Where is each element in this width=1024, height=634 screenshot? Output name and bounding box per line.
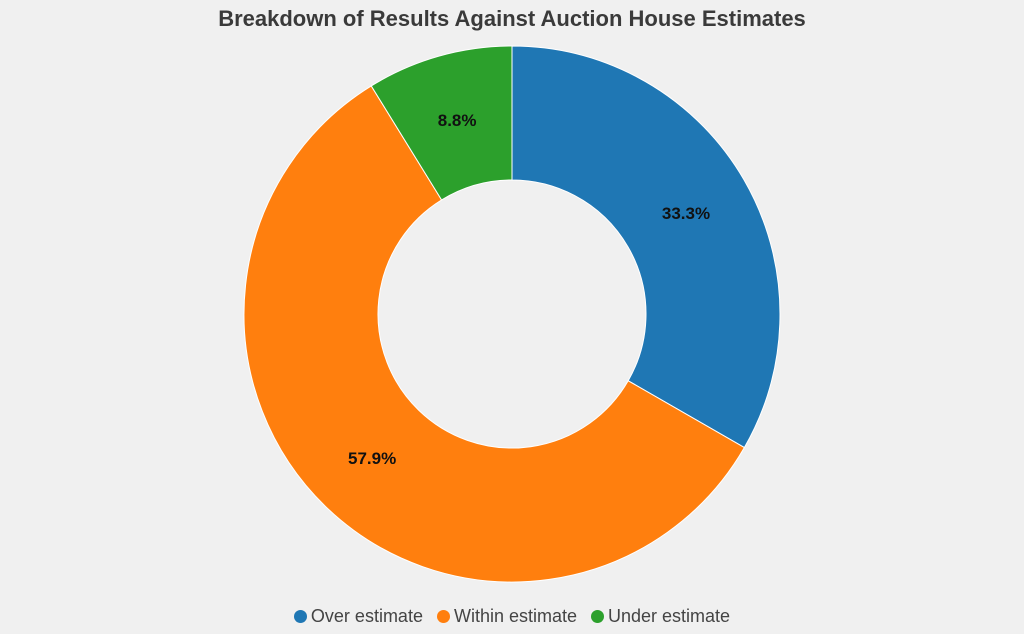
slice-over[interactable] <box>511 45 781 449</box>
legend-swatch-under <box>591 610 605 623</box>
slice-within[interactable] <box>243 85 746 583</box>
slice-label-within: 57.9% <box>348 449 396 468</box>
legend-item-within[interactable]: Within estimate <box>436 606 578 627</box>
slice-label-under: 8.8% <box>438 111 477 130</box>
slice-under[interactable] <box>370 45 513 201</box>
chart-title: Breakdown of Results Against Auction Hou… <box>218 6 806 31</box>
legend-item-over[interactable]: Over estimate <box>293 606 423 627</box>
legend-label-under: Under estimate <box>608 606 731 626</box>
legend-swatch-over <box>293 610 307 623</box>
slice-label-over: 33.3% <box>662 204 710 223</box>
legend-swatch-within <box>436 610 450 623</box>
legend-label-within: Within estimate <box>453 606 578 626</box>
chart-legend: Over estimate Within estimate Under esti… <box>0 606 1024 627</box>
legend-item-under[interactable]: Under estimate <box>591 606 730 627</box>
legend-label-over: Over estimate <box>310 606 423 626</box>
